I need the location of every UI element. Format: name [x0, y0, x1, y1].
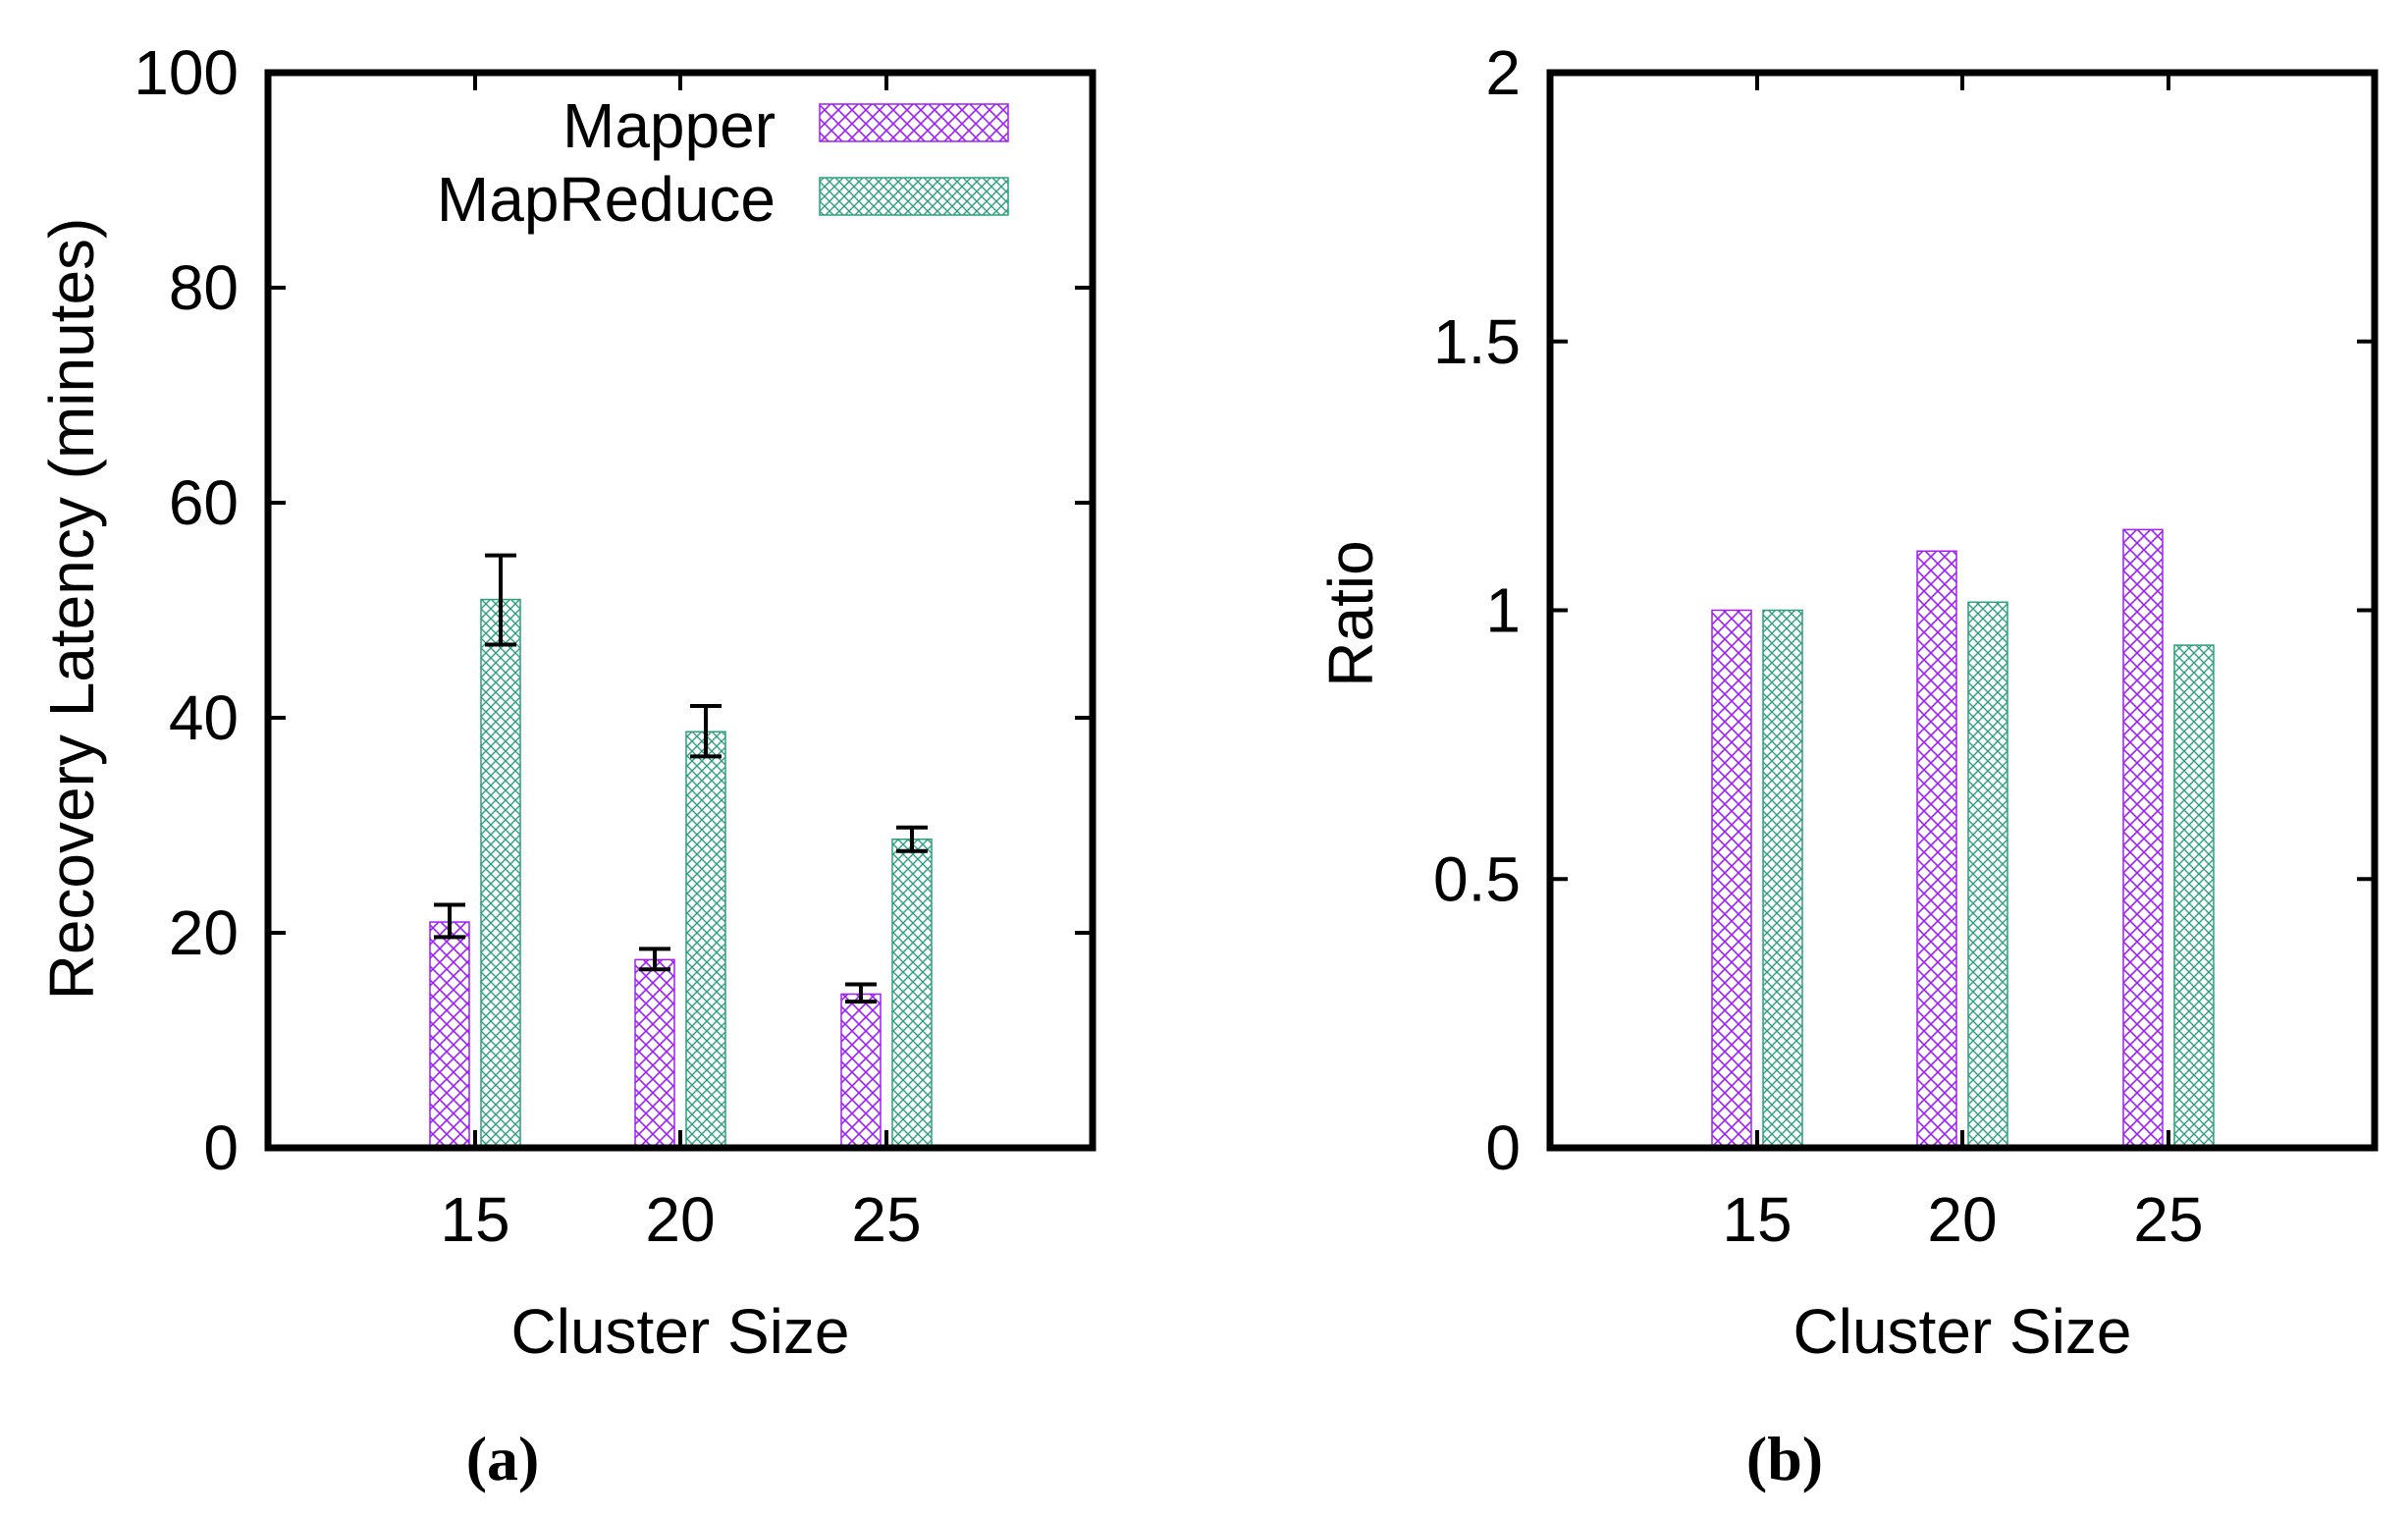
panel-b-bars — [1711, 528, 2215, 1149]
legend-label-mapreduce: MapReduce — [437, 164, 776, 235]
panel-a-x-axis-label: Cluster Size — [511, 1296, 850, 1367]
y-tick-label: 0.5 — [1433, 843, 1521, 914]
x-tick-label: 20 — [1927, 1184, 1997, 1255]
y-tick-label: 40 — [169, 682, 239, 753]
bar-mapper-20 — [634, 958, 675, 1149]
panel-b-frame — [1546, 69, 2379, 1152]
bar-mapper-20 — [1916, 550, 1957, 1149]
y-tick-label: 1 — [1485, 575, 1521, 646]
bar-mapper-15 — [429, 921, 470, 1149]
bar-mapreduce-20 — [685, 731, 726, 1149]
panel-a-frame — [264, 69, 1097, 1152]
panel-b-caption: (b) — [1746, 1424, 1823, 1493]
panel-b-y-ticks: 0 0.5 1 1.5 2 — [1433, 37, 2375, 1183]
y-tick-label: 0 — [203, 1112, 239, 1183]
y-tick-label: 80 — [169, 252, 239, 323]
y-tick-label: 2 — [1485, 37, 1521, 108]
legend-label-mapper: Mapper — [562, 90, 776, 161]
y-tick-label: 1.5 — [1433, 306, 1521, 377]
panel-a-y-axis-label: Recovery Latency (minutes) — [36, 218, 107, 1001]
panel-a-error-bars — [434, 553, 928, 1004]
y-tick-label: 20 — [169, 897, 239, 968]
bar-mapper-15 — [1711, 609, 1752, 1149]
bar-mapreduce-20 — [1967, 601, 2008, 1149]
legend-swatch-mapper — [819, 103, 1009, 142]
bar-mapreduce-15 — [1762, 609, 1803, 1149]
bar-mapreduce-25 — [891, 838, 933, 1149]
panel-a-x-ticks: 15 20 25 — [440, 73, 922, 1255]
panel-a-y-ticks: 0 20 40 60 80 100 — [134, 37, 1093, 1183]
legend: Mapper MapReduce — [437, 90, 1009, 235]
x-tick-label: 15 — [440, 1184, 509, 1255]
panel-a-latency-chart: 0 20 40 60 80 100 15 20 25 Cluster Size Recover… — [36, 37, 1097, 1493]
y-tick-label: 60 — [169, 467, 239, 538]
panel-b-ratio-chart: 0 0.5 1 1.5 2 15 20 25 Cluster Size Ratio (b) — [1315, 37, 2379, 1493]
panel-b-y-axis-label: Ratio — [1315, 540, 1386, 686]
panel-b-x-axis-label: Cluster Size — [1793, 1296, 2132, 1367]
legend-swatch-mapreduce — [819, 177, 1009, 216]
panel-a-bars — [429, 598, 933, 1149]
bar-mapreduce-15 — [480, 598, 521, 1149]
x-tick-label: 25 — [851, 1184, 921, 1255]
bar-mapper-25 — [2122, 528, 2164, 1149]
bar-mapper-25 — [840, 993, 882, 1149]
panel-a-caption: (a) — [466, 1424, 540, 1493]
x-tick-label: 25 — [2133, 1184, 2203, 1255]
x-tick-label: 15 — [1722, 1184, 1792, 1255]
y-tick-label: 100 — [134, 37, 239, 108]
y-tick-label: 0 — [1485, 1112, 1521, 1183]
bar-mapreduce-25 — [2173, 644, 2215, 1149]
x-tick-label: 20 — [645, 1184, 715, 1255]
